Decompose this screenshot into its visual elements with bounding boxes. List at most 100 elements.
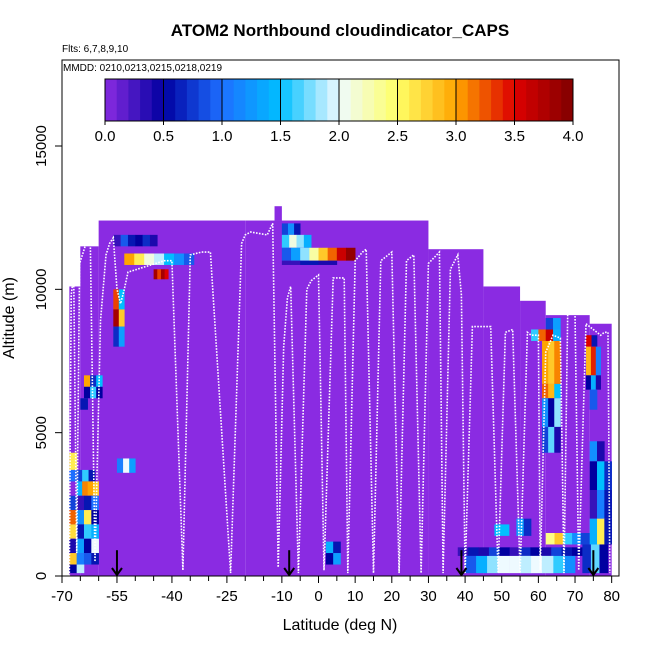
colorbar-segment [491,79,504,121]
cloud-cell [545,318,554,330]
cloud-cell [124,253,135,265]
cloud-cell [597,441,605,462]
cloud-cell [478,547,490,556]
cloud-cell [563,533,573,545]
cloud-cell [589,441,598,462]
cloud-cell [76,495,85,511]
cloud-cell [604,518,612,545]
cloud-cell [345,247,356,261]
cloud-cell [597,461,605,490]
x-tick-label: 20 [383,588,400,605]
cloud-cell [76,538,85,554]
colorbar-segment [456,79,469,121]
cloud-cell [590,346,597,376]
cloud-cell [91,495,99,511]
cloud-cell [548,383,555,399]
flights-label: Flts: 6,7,8,9,10 [62,44,129,55]
y-tick-label: 0 [33,572,50,580]
colorbar-segment [479,79,492,121]
colorbar-segment [268,79,281,121]
marker-layer [111,550,600,576]
cloud-cell [157,269,162,280]
cloud-cell [69,510,77,525]
cloud-cell [457,547,469,556]
cloud-cell [545,533,555,545]
cloud-cell [183,253,195,265]
colorbar-segment [514,79,527,121]
cloud-cell [333,541,341,554]
colorbar-segment [116,79,129,121]
cloud-cell [476,555,488,574]
cloud-cell [468,547,479,556]
cloud-cell [553,555,565,574]
cloud-cell [76,553,85,565]
cloud-cell [548,426,555,453]
cloud-cell [76,524,85,539]
cloud-cell [523,518,532,536]
x-tick-label: -70 [51,588,73,605]
cloud-cell [589,461,598,490]
background-block [428,249,484,576]
colorbar-tick-label: 3.0 [446,128,467,145]
cloud-cell [540,547,552,556]
cloud-cell [586,335,592,347]
flight-track [68,223,611,576]
cloud-cell [135,234,143,247]
colorbar-segment [561,79,574,121]
colorbar-segment [549,79,562,121]
cloud-cell [116,458,124,473]
cloud-cell [83,510,92,525]
colorbar-tick-label: 1.0 [212,128,233,145]
colorbar-segment [186,79,199,121]
cloud-cell [281,247,292,261]
cloud-cell [586,375,592,390]
cloud-cell [82,469,89,482]
cloud-cell [69,538,77,554]
cloud-cell [120,234,129,247]
cloud-cell [589,490,598,519]
cloud-cell [590,375,597,390]
x-tick-label: 40 [457,588,474,605]
colorbar-segment [245,79,258,121]
cloud-cell [333,553,341,565]
cloud-cell [542,340,549,384]
cloud-cell [87,481,94,496]
cloud-cell [509,555,521,574]
colorbar-tick-label: 3.5 [504,128,525,145]
cloud-cell [591,335,598,347]
cloud-cell [553,329,561,341]
cloud-cell [113,289,120,310]
colorbar-tick-label: 2.0 [329,128,350,145]
cloud-cell [325,553,334,565]
colorbar-segment [175,79,188,121]
cloud-cell [318,247,328,261]
cloud-cell [561,547,573,556]
x-tick-label: 30 [420,588,437,605]
colorbar-segment [128,79,141,121]
cloud-cell [69,452,77,470]
cloud-cell [300,260,319,265]
colorbar-segment [292,79,305,121]
cloud-cell [488,547,500,556]
cloud-cell [542,398,549,427]
colorbar-segment [409,79,422,121]
cloud-cell [75,469,83,482]
cloud-cell [142,234,151,247]
colorbar: 0.0 0.5 1.0 1.5 2.0 2.5 3.0 3.5 4.0 [95,78,583,145]
colorbar-segment [198,79,211,121]
cloud-cell [595,346,601,376]
cloud-cell [530,547,542,556]
x-tick-label: 60 [530,588,547,605]
flight-track-layer [68,223,611,576]
colorbar-segment [350,79,363,121]
colorbar-segment [210,79,223,121]
cloud-cell [531,555,543,574]
cloud-cell [88,469,96,482]
cloud-cell [516,518,525,536]
cloud-cell [164,253,175,265]
cloud-cell [498,555,510,574]
y-axis: 0 5000 10000 15000 [33,60,63,580]
cloud-cells-layer [69,223,612,574]
colorbar-segment [339,79,352,121]
cloud-cell [296,234,305,248]
